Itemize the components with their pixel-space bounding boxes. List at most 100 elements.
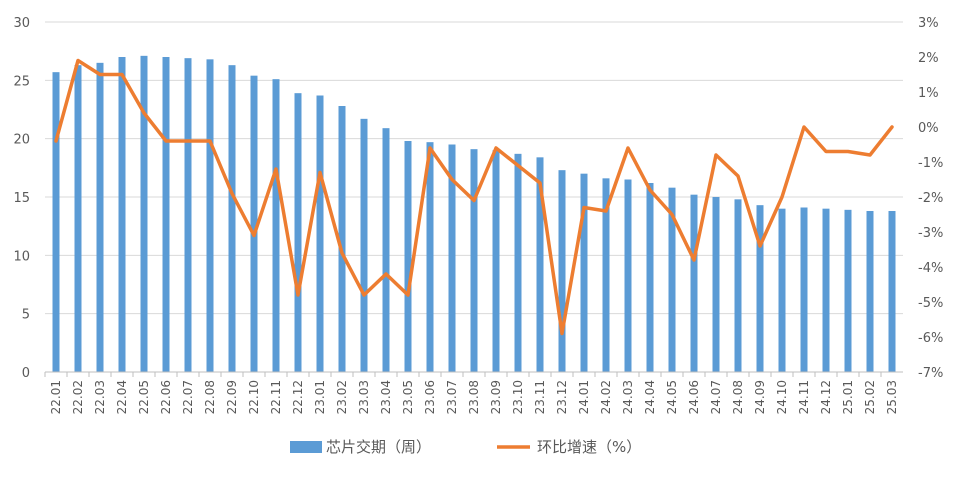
line-point-24.05 (670, 213, 674, 216)
y-left-tick-label: 15 (13, 191, 30, 206)
y-right-tick-label: -7% (918, 366, 943, 381)
x-tick-label: 23.12 (555, 380, 569, 414)
bar-24.11 (800, 207, 808, 372)
x-tick-label: 22.06 (159, 380, 173, 414)
line-point-23.01 (318, 171, 322, 174)
line-point-23.03 (362, 293, 366, 297)
line-point-24.03 (626, 146, 630, 150)
line-point-22.03 (98, 73, 102, 76)
x-tick-label: 24.04 (643, 380, 657, 414)
line-point-24.07 (714, 153, 718, 157)
x-tick-label: 23.06 (423, 380, 437, 414)
line-point-22.12 (296, 293, 300, 297)
bar-series (52, 55, 896, 373)
bar-25.01 (844, 209, 852, 372)
bar-22.01 (52, 72, 60, 373)
bar-24.04 (646, 183, 654, 372)
line-point-23.12 (560, 332, 564, 335)
bar-23.07 (448, 144, 456, 372)
x-tick-label: 24.10 (775, 380, 789, 414)
line-point-23.04 (384, 272, 388, 276)
bar-22.12 (294, 93, 302, 373)
bar-23.12 (558, 170, 566, 372)
legend-line-label: 环比增速（%） (537, 438, 641, 456)
bar-22.09 (228, 65, 236, 373)
line-point-24.12 (824, 150, 828, 153)
bar-24.01 (580, 173, 588, 372)
y-left-tick-label: 10 (13, 249, 30, 264)
x-tick-label: 24.02 (599, 380, 613, 414)
bar-24.03 (624, 179, 632, 372)
bar-24.09 (756, 205, 764, 372)
legend: 芯片交期（周） 环比增速（%） (290, 438, 641, 456)
bar-23.06 (426, 142, 434, 372)
bar-22.06 (162, 57, 170, 372)
line-point-23.06 (428, 146, 432, 150)
x-tick-label: 22.09 (225, 380, 239, 414)
bar-22.03 (96, 62, 104, 372)
line-point-23.11 (538, 181, 542, 185)
line-point-23.07 (450, 178, 454, 181)
line-point-24.06 (692, 258, 696, 262)
x-tick-label: 23.04 (379, 380, 393, 414)
x-axis: 22.01 22.02 22.03 22.04 22.05 22.06 22.07 22.08… (44, 371, 903, 414)
bar-24.05 (668, 187, 676, 372)
x-tick-label: 23.08 (467, 380, 481, 414)
x-tick-label: 23.10 (511, 380, 525, 414)
bar-23.09 (492, 150, 500, 372)
line-point-23.10 (516, 164, 520, 167)
line-point-22.04 (120, 73, 124, 76)
x-tick-label: 24.06 (687, 380, 701, 414)
x-tick-label: 22.08 (203, 380, 217, 414)
line-point-22.07 (186, 139, 190, 143)
bar-24.08 (734, 199, 742, 372)
bar-22.08 (206, 59, 214, 372)
bar-23.02 (338, 106, 346, 372)
bar-22.04 (118, 57, 126, 372)
x-tick-label: 25.03 (885, 380, 899, 414)
y-right-tick-label: -2% (918, 191, 943, 206)
y-left-tick-label: 30 (13, 16, 30, 31)
y-right-tick-label: -3% (918, 226, 943, 241)
bar-23.11 (536, 157, 544, 372)
line-point-24.02 (604, 209, 608, 213)
bar-22.10 (250, 75, 258, 373)
y-right-tick-label: -4% (918, 261, 943, 276)
x-tick-label: 23.01 (313, 380, 327, 414)
x-tick-label: 23.05 (401, 380, 415, 414)
x-tick-label: 23.09 (489, 380, 503, 414)
line-point-24.11 (802, 125, 806, 129)
bar-23.08 (470, 149, 478, 372)
line-point-24.09 (758, 244, 762, 248)
legend-bar-label: 芯片交期（周） (326, 438, 431, 456)
x-tick-label: 23.02 (335, 380, 349, 414)
x-tick-label: 25.01 (841, 380, 855, 414)
bar-23.03 (360, 118, 368, 372)
line-point-25.02 (868, 153, 872, 157)
bar-24.06 (690, 194, 698, 372)
legend-bar-swatch (290, 441, 322, 453)
line-point-24.01 (582, 206, 586, 209)
line-point-22.11 (274, 167, 278, 171)
bar-25.03 (888, 211, 896, 372)
bar-25.02 (866, 211, 874, 372)
y-left-tick-label: 0 (22, 366, 30, 381)
y-right-tick-label: -1% (918, 156, 943, 171)
line-point-25.01 (846, 150, 850, 153)
y-right-tick-label: 2% (918, 51, 939, 66)
line-point-22.05 (142, 111, 146, 115)
y-axis-left: 0 5 10 15 20 25 30 (13, 16, 30, 381)
x-tick-label: 24.09 (753, 380, 767, 414)
line-point-24.04 (648, 188, 652, 192)
bar-22.05 (140, 55, 148, 372)
line-point-22.06 (164, 139, 168, 143)
bar-24.02 (602, 178, 610, 372)
line-point-22.02 (76, 59, 80, 62)
y-right-tick-label: -5% (918, 296, 943, 311)
x-tick-label: 22.03 (93, 380, 107, 414)
bar-24.10 (778, 208, 786, 372)
line-series (54, 58, 894, 336)
x-tick-label: 22.05 (137, 380, 151, 414)
bar-22.07 (184, 58, 192, 373)
